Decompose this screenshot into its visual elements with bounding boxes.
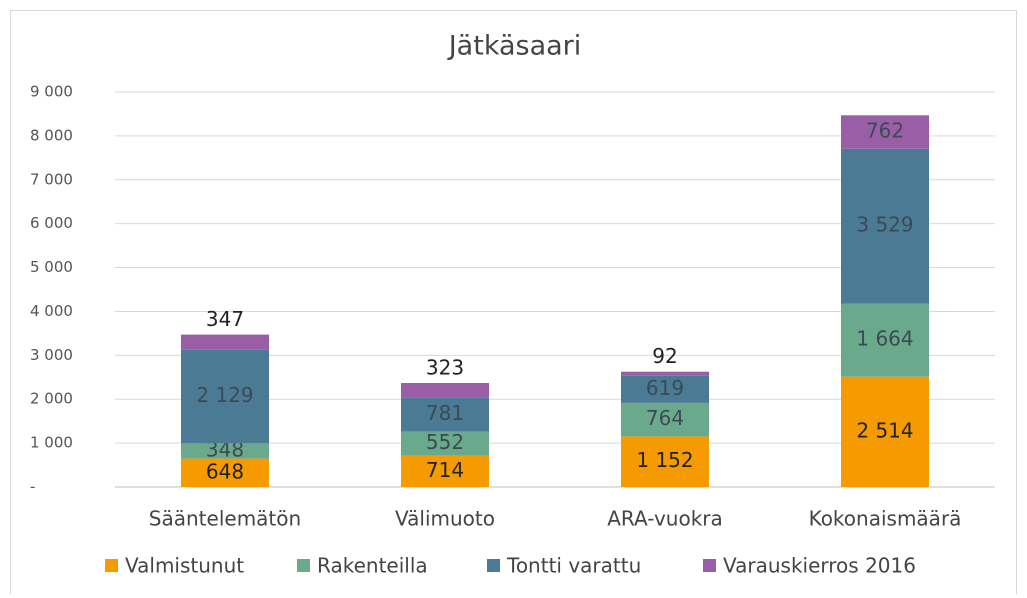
- data-label: 92: [652, 344, 677, 368]
- bar-segment: [181, 349, 269, 444]
- bar-segment: [841, 303, 929, 377]
- bar-segment: [621, 371, 709, 376]
- legend-swatch: [105, 559, 118, 572]
- data-label: 2 514: [856, 418, 913, 442]
- bar-segment: [181, 443, 269, 459]
- legend-label: Tontti varattu: [506, 554, 641, 578]
- legend-label: Valmistunut: [125, 554, 244, 578]
- bar-segment: [181, 458, 269, 487]
- data-label: 3 529: [856, 213, 913, 237]
- data-label: 762: [866, 119, 904, 143]
- y-tick-label: 4 000: [30, 302, 73, 320]
- legend-label: Rakenteilla: [317, 554, 428, 578]
- bar-segment: [401, 431, 489, 456]
- bar-segment: [621, 436, 709, 487]
- data-label: 347: [206, 307, 244, 331]
- data-label: 648: [206, 459, 244, 483]
- bar-segment: [841, 376, 929, 487]
- y-tick-label: 3 000: [30, 346, 73, 364]
- data-label: 764: [646, 406, 684, 430]
- y-tick-label: 6 000: [30, 214, 73, 232]
- legend-swatch: [487, 559, 500, 572]
- bar-segment: [401, 455, 489, 487]
- bar-segment: [401, 397, 489, 432]
- y-tick-label: 1 000: [30, 434, 73, 452]
- y-tick-label: 8 000: [30, 126, 73, 144]
- data-label: 2 129: [196, 383, 253, 407]
- data-label: 714: [426, 458, 464, 482]
- legend-label: Varauskierros 2016: [723, 554, 916, 578]
- y-tick-label: 5 000: [30, 258, 73, 276]
- y-tick-label: -: [30, 478, 35, 496]
- bar-segment: [841, 148, 929, 304]
- bar-segment: [181, 334, 269, 350]
- bar-segment: [621, 375, 709, 403]
- x-tick-label: ARA-vuokra: [607, 507, 723, 531]
- x-tick-label: Kokonaismäärä: [809, 507, 962, 531]
- legend-swatch: [703, 559, 716, 572]
- y-tick-label: 7 000: [30, 170, 73, 188]
- data-label: 1 152: [636, 448, 693, 472]
- data-label: 323: [426, 355, 464, 379]
- data-label: 552: [426, 430, 464, 454]
- data-label: 619: [646, 376, 684, 400]
- x-tick-label: Välimuoto: [395, 507, 495, 531]
- bar-segment: [841, 115, 929, 149]
- data-label: 1 664: [856, 327, 913, 351]
- legend-swatch: [297, 559, 310, 572]
- bar-segment: [621, 402, 709, 437]
- y-tick-label: 2 000: [30, 390, 73, 408]
- x-tick-label: Sääntelemätön: [149, 507, 301, 531]
- chart-title: Jätkäsaari: [447, 31, 582, 62]
- data-label: 781: [426, 401, 464, 425]
- bar-segment: [401, 382, 489, 398]
- y-tick-label: 9 000: [30, 83, 73, 101]
